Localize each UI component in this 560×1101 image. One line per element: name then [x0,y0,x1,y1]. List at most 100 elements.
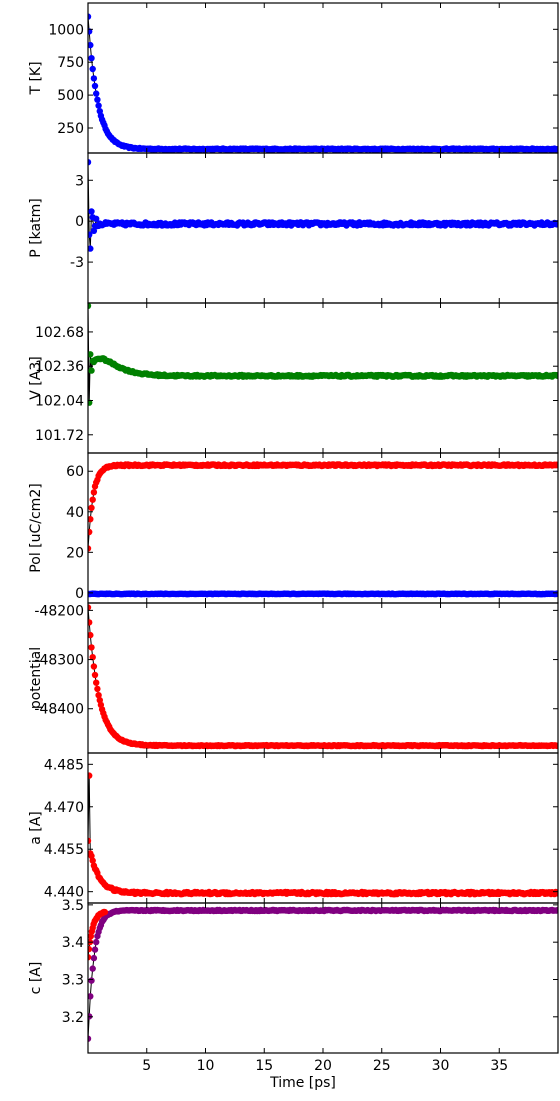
panel-7-data [88,906,558,1042]
y-tick-label: 4.485 [44,757,84,773]
x-tick-label: 15 [255,1058,273,1074]
data-point [88,367,95,374]
y-axis-label: P [katm] [28,198,44,257]
data-point [88,945,93,953]
series-1 [88,461,558,552]
series-1 [88,772,558,898]
y-tick-label: 102.68 [35,325,84,341]
y-tick-label: 3.3 [62,972,84,988]
series-1 [88,906,558,1042]
x-axis-label: Time [ps] [269,1075,336,1091]
data-point [88,13,92,20]
y-tick-label: 1000 [48,22,84,38]
data-point [93,215,100,222]
data-point [88,159,92,166]
data-point [88,954,92,961]
y-axis-label: potential [28,647,44,709]
data-point [88,528,93,536]
data-point [88,837,92,844]
data-point [554,372,558,380]
data-point [89,857,96,864]
series-1 [88,604,558,750]
data-point [95,102,102,109]
data-point [554,906,558,914]
y-tick-label: 4.455 [44,842,84,858]
y-tick-label: 3.5 [62,898,84,914]
y-tick-label: 4.440 [44,885,84,901]
data-point [89,654,96,661]
data-point [90,663,98,670]
panel-4-data [88,461,558,598]
data-point [88,231,93,238]
data-point [91,946,99,953]
data-point [554,462,558,469]
x-tick-label: 35 [490,1058,508,1074]
data-point [554,742,558,749]
y-tick-label: 0 [75,214,84,230]
y-tick-label: 750 [57,55,84,71]
data-point [88,631,94,639]
series-1 [88,303,558,406]
y-tick-label: 0 [75,586,84,602]
data-point [91,671,99,679]
y-tick-label: 4.470 [44,800,84,816]
y-tick-label: 60 [66,464,84,480]
y-tick-label: 500 [57,88,84,104]
x-tick-label: 10 [197,1058,215,1074]
y-tick-label: 102.04 [35,394,84,410]
data-point [88,41,94,49]
series-2 [88,590,558,598]
data-point [88,351,94,358]
data-point [88,303,92,309]
data-point [88,644,95,651]
y-tick-label: 102.36 [35,359,84,375]
data-point [101,908,109,916]
data-point [88,516,94,523]
data-point [88,977,95,984]
data-point [88,1035,92,1042]
data-point [88,208,95,215]
data-point [88,993,94,1000]
data-point [90,489,98,496]
data-point [93,679,100,686]
panel-6-data [88,772,558,898]
series-1 [88,159,558,252]
data-point [93,90,100,97]
panel-7: 3.2 3.3 3.4 3.5 c [A] 5 10 15 20 25 30 35 Time [ps] [28,898,559,1091]
data-point [89,65,96,73]
y-tick-label: 3 [75,173,84,189]
data-point [94,96,101,103]
data-point [88,772,93,779]
data-point [88,619,93,626]
y-axis-label: a [A] [28,811,44,845]
y-tick-label: 101.72 [35,428,84,444]
y-axis-label: V [A3] [28,356,44,399]
panel-1: 250 500 750 1000 T [K] [28,2,559,154]
data-point [91,82,99,90]
panel-2: -3 0 3 P [katm] [28,152,559,304]
data-point [554,146,558,153]
data-point [88,245,94,252]
data-point [88,55,95,62]
y-axis-label: Pol [uC/cm2] [28,483,44,572]
y-tick-label: -48200 [34,603,84,619]
data-point [95,692,102,699]
data-point [88,604,92,611]
panel-3-data [88,303,558,406]
y-tick-label: 3.2 [62,1010,84,1026]
y-tick-label: 3.4 [62,935,84,951]
y-axis-label: c [A] [28,962,44,995]
data-point [93,938,100,946]
data-point [554,590,558,597]
data-point [89,496,96,503]
panel-5: -48400 -48300 -48200 potential [28,602,559,754]
series-1 [88,13,558,153]
y-tick-label: -3 [70,255,84,271]
data-point [88,399,93,406]
data-point [90,954,98,962]
series-2 [88,908,109,961]
y-tick-label: 40 [66,505,84,521]
x-tick-label: 5 [142,1058,151,1074]
